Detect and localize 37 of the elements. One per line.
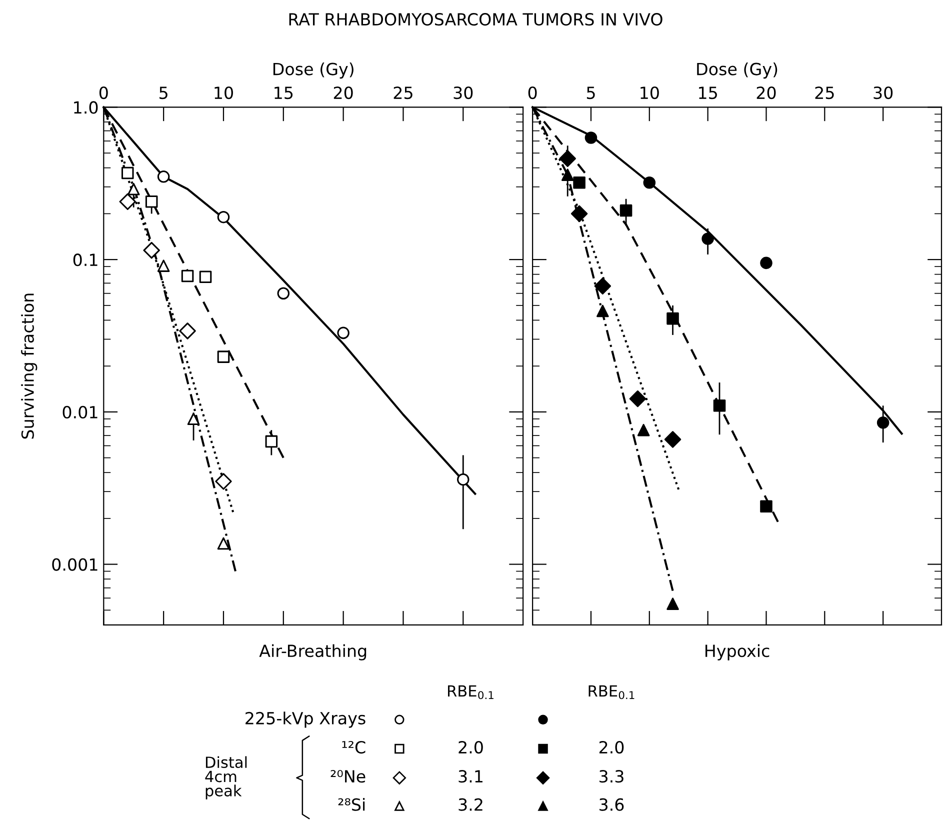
text: 3.2 [458,798,482,811]
x-tick-label: 15 [699,86,717,100]
text: Air-Breathing [259,644,366,660]
text: RBE$_{0.1}$ [588,685,634,700]
x-tick-label: 5 [160,86,168,100]
x-tick-label: 0 [528,86,537,100]
y-tick-label: 1.0 [74,101,98,114]
legend-label: 225-kVp Xrays [246,712,366,728]
x-tick-label: 15 [274,86,293,100]
x-tick-label: 30 [454,86,473,100]
x-tick-label: 30 [874,86,893,100]
x-tick-label: 25 [394,86,412,100]
text: 2.0 [458,740,483,754]
x-axis-title: Dose (Gy) [273,62,354,79]
text: 3.6 [600,798,624,811]
text: Distal 4cm peak [205,756,247,800]
x-tick-label: 20 [756,86,776,100]
x-tick-label: 5 [586,86,595,100]
chart-title: RAT RHABDOMYOSARCOMA TUMORS IN VIVO [289,13,662,26]
text: 3.1 [458,770,482,783]
x-tick-label: 10 [214,86,233,100]
x-tick-label: 0 [99,86,108,100]
legend-label: ²⁸Si [338,798,365,811]
y-tick-label: 0.01 [62,406,98,418]
x-tick-label: 25 [815,86,834,100]
text: RBE$_{0.1}$ [448,685,494,700]
text: 3.3 [600,770,624,783]
text: 2.0 [599,740,624,754]
y-axis-title: Surviving fraction [21,294,38,439]
y-tick-label: 0.001 [52,558,98,571]
x-tick-label: 10 [640,86,659,100]
text: Hypoxic [706,644,770,660]
y-tick-label: 0.1 [73,254,98,266]
legend-label: ²⁰Ne [330,770,366,783]
x-tick-label: 20 [334,86,353,100]
legend-label: ¹²C [342,740,366,754]
x-axis-title: Dose (Gy) [697,62,778,79]
